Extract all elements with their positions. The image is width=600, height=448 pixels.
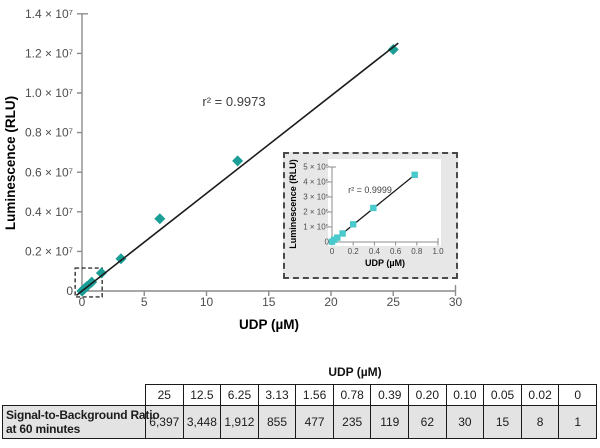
ratio-cell: 235 — [332, 405, 372, 439]
concentration-row: 25 12.5 6.25 3.13 1.56 0.78 0.39 0.20 0.10 0.05 0.… — [3, 384, 597, 406]
y-tick-label: 1.4 × 10⁷ — [25, 7, 73, 21]
concentration-cell: 1.56 — [295, 384, 334, 406]
y-tick-label: 0.2 × 10⁷ — [25, 244, 73, 258]
signal-background-table: 25 12.5 6.25 3.13 1.56 0.78 0.39 0.20 0.10 0.05 0.… — [2, 384, 597, 439]
x-tick-label: 25 — [387, 295, 401, 309]
y-tick-label: 1.2 × 10⁷ — [25, 46, 73, 60]
r-squared-annotation: r² = 0.9973 — [202, 94, 265, 109]
concentration-cell: 0.02 — [520, 384, 560, 406]
y-tick-label: 0.4 × 10⁷ — [25, 205, 73, 219]
ratio-cell: 6,397 — [145, 405, 184, 439]
r-squared-annotation: r² = 0.9999 — [348, 185, 392, 195]
ratio-cell: 8 — [520, 405, 560, 439]
x-tick-label: 0.6 — [390, 247, 402, 256]
x-axis-title: UDP (µM) — [365, 258, 405, 268]
data-point-marker — [232, 155, 244, 167]
table-title: UDP (µM) — [328, 365, 382, 379]
concentration-cell: 0 — [558, 384, 597, 406]
y-tick-label: 0.8 × 10⁷ — [25, 126, 73, 140]
x-tick-label: 15 — [262, 295, 276, 309]
ratio-cell: 62 — [408, 405, 447, 439]
y-tick-label: 5 × 10⁵ — [303, 163, 329, 172]
x-tick-label: 20 — [324, 295, 338, 309]
concentration-cell: 6.25 — [220, 384, 259, 406]
y-tick-label: 0 — [66, 284, 73, 298]
y-tick-label: 0.6 × 10⁷ — [25, 165, 73, 179]
data-point-marker — [339, 230, 346, 237]
ratio-cell: 855 — [257, 405, 297, 439]
fit-line — [75, 42, 399, 296]
ratio-cell: 119 — [370, 405, 410, 439]
x-tick-label: 1.0 — [432, 247, 444, 256]
data-point-marker — [334, 234, 341, 241]
y-tick-label: 2 × 10⁵ — [303, 208, 329, 217]
data-point-marker — [370, 204, 377, 212]
x-tick-label: 0.4 — [369, 247, 381, 256]
x-tick-label: 5 — [141, 295, 148, 309]
concentration-cell: 0.20 — [408, 384, 447, 406]
inset-chart: 0 0.2 0.4 0.6 0.8 1.0 0 1 × 10⁵ 2 × 10⁵ 3 × 10⁵ 4 … — [288, 159, 444, 268]
concentration-cell: 0.10 — [445, 384, 485, 406]
y-tick-label: 4 × 10⁵ — [303, 178, 329, 187]
data-point-marker — [95, 267, 107, 279]
x-tick-label: 10 — [200, 295, 214, 309]
concentration-cell: 0.39 — [370, 384, 410, 406]
data-point-marker — [154, 213, 166, 225]
ratio-cell: 3,448 — [182, 405, 222, 439]
ratio-cell: 1,912 — [220, 405, 259, 439]
x-tick-label: 0 — [79, 295, 86, 309]
ratio-cell: 1 — [558, 405, 597, 439]
main-chart: 0 5 10 15 20 25 30 0 0.2 × 10⁷ 0.4 × 10⁷ 0.6 × 10⁷… — [3, 7, 463, 332]
x-tick-label: 30 — [449, 295, 463, 309]
blank-cell — [3, 385, 146, 406]
data-point-marker — [411, 171, 418, 178]
zoom-region-box — [74, 267, 103, 298]
y-tick-label: 1.0 × 10⁷ — [25, 86, 73, 100]
x-axis-title: UDP (µM) — [239, 317, 299, 332]
concentration-cell: 0.05 — [483, 384, 522, 406]
concentration-cell: 25 — [145, 384, 184, 406]
inset-chart-panel: 0 0.2 0.4 0.6 0.8 1.0 0 1 × 10⁵ 2 × 10⁵ 3 × 10⁵ 4 … — [283, 152, 458, 279]
y-tick-label: 3 × 10⁵ — [303, 193, 329, 202]
y-axis-title: Luminescence (RLU) — [3, 96, 18, 230]
row-label-line1: Signal-to-Background Ratio — [6, 407, 160, 422]
y-tick-label: 0 — [325, 238, 330, 247]
y-axis-title: Luminescence (RLU) — [288, 159, 298, 249]
concentration-cell: 0.78 — [332, 384, 372, 406]
x-tick-label: 0.2 — [348, 247, 360, 256]
data-point-marker — [387, 43, 399, 55]
x-tick-label: 0.8 — [411, 247, 423, 256]
data-point-marker — [115, 253, 127, 265]
y-tick-label: 1 × 10⁵ — [303, 223, 329, 232]
ratio-cell: 477 — [295, 405, 334, 439]
row-label-cell: Signal-to-Background Ratio at 60 minutes — [2, 405, 160, 439]
data-point-marker — [350, 221, 357, 228]
concentration-cell: 12.5 — [182, 384, 222, 406]
ratio-cell: 30 — [445, 405, 485, 439]
x-tick-label: 0 — [330, 247, 335, 256]
ratio-row: Signal-to-Background Ratio at 60 minutes… — [2, 405, 597, 439]
row-label-line2: at 60 minutes — [6, 422, 81, 436]
ratio-cell: 15 — [483, 405, 522, 439]
concentration-cell: 3.13 — [257, 384, 297, 406]
plot-area — [328, 159, 441, 246]
